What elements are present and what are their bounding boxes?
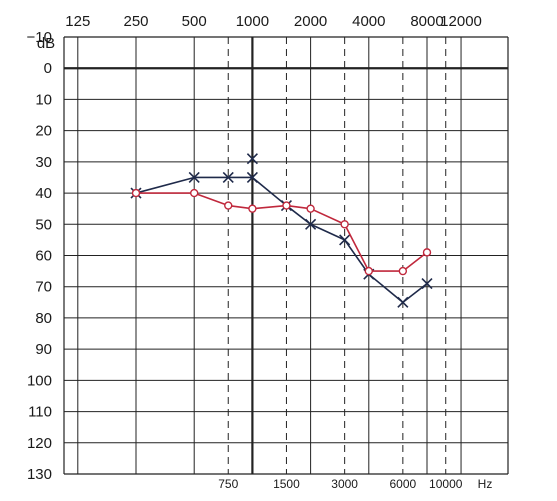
x-major-tick-label: 12000 xyxy=(440,13,482,30)
data-point-circle xyxy=(398,266,408,276)
series-line xyxy=(136,192,428,272)
tick-labels: −10 0 10 20 30 40 50 60 70 80 90 100 110 120 130 125 250… xyxy=(27,13,482,491)
data-point-circle xyxy=(248,204,257,213)
data-point-cross xyxy=(246,153,258,165)
series-circle xyxy=(131,188,432,276)
series-line xyxy=(135,176,428,304)
y-unit-label: dB xyxy=(37,35,55,52)
data-point-circle xyxy=(282,201,291,210)
y-tick-label: 130 xyxy=(27,466,52,483)
y-tick-label: 60 xyxy=(35,248,52,265)
y-tick-label: −10 xyxy=(27,29,52,46)
y-tick-label: 30 xyxy=(35,154,52,171)
y-tick-label: 100 xyxy=(27,372,52,389)
y-tick-label: 80 xyxy=(35,310,52,327)
y-tick-label: 20 xyxy=(35,123,52,140)
data-point-cross xyxy=(421,278,433,290)
y-tick-label: 90 xyxy=(35,341,52,358)
x-minor-tick-label: 1500 xyxy=(273,477,300,491)
data-point-cross xyxy=(397,296,409,308)
x-minor-tick-label: 10000 xyxy=(429,477,463,491)
data-point-circle xyxy=(364,266,373,276)
data-point-cross xyxy=(246,171,258,184)
x-major-tick-label: 500 xyxy=(182,13,207,30)
x-major-tick-label: 1000 xyxy=(236,13,269,30)
data-point-cross xyxy=(339,234,351,246)
data-point-circle xyxy=(340,220,349,229)
x-major-tick-label: 4000 xyxy=(352,13,385,30)
y-tick-label: 70 xyxy=(35,279,52,296)
x-major-tick-label: 8000 xyxy=(410,13,443,30)
data-point-circle xyxy=(131,188,141,198)
y-tick-label: 110 xyxy=(28,404,52,421)
data-point-circle xyxy=(224,201,233,210)
data-point-cross xyxy=(188,171,200,184)
x-minor-tick-label: 3000 xyxy=(331,477,358,491)
data-point-cross xyxy=(305,218,317,230)
x-minor-tick-label: 6000 xyxy=(389,477,416,491)
data-point-cross xyxy=(222,171,234,184)
y-tick-label: 120 xyxy=(27,435,52,452)
data-point-circle xyxy=(422,248,432,257)
series-cross xyxy=(130,153,433,308)
y-tick-label: 10 xyxy=(35,91,52,108)
y-tick-label: 40 xyxy=(35,185,52,202)
y-tick-label: 0 xyxy=(44,60,52,77)
x-major-tick-label: 2000 xyxy=(294,13,327,30)
x-minor-tick-label: 750 xyxy=(218,477,238,491)
data-point-circle xyxy=(306,204,315,213)
series xyxy=(130,153,433,308)
x-unit-label: Hz xyxy=(478,477,493,491)
x-major-tick-label: 250 xyxy=(123,13,148,30)
y-tick-label: 50 xyxy=(35,216,52,233)
x-major-tick-label: 125 xyxy=(65,13,90,30)
data-point-circle xyxy=(189,188,199,198)
